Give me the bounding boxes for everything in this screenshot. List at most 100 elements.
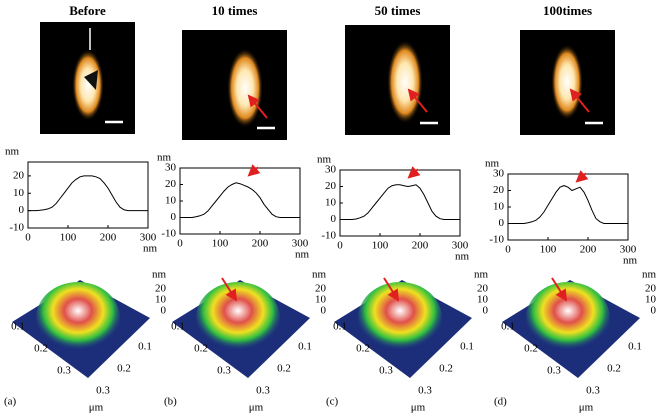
x-axis-label: nm [623,255,638,267]
y-tick-label: 10 [165,195,177,207]
afm-feature [551,44,583,120]
surface-x-tick-label: 0.3 [379,365,393,377]
x-tick-label: 300 [140,232,157,244]
afm-feature [227,48,263,128]
x-tick-label: 100 [60,232,77,244]
y-tick-label: 30 [165,162,177,174]
z-tick-label: 20 [477,283,489,295]
y-tick-label: -10 [9,222,24,234]
surface-y-tick-label: 0.2 [117,363,131,375]
annotation-arrow [221,277,238,302]
x-tick-label: 200 [252,238,269,250]
x-axis-label: nm [295,249,310,261]
plot-frame [507,173,629,241]
tip-marker [84,70,98,90]
x-tick-label: 200 [580,244,597,256]
y-axis-label: nm [5,146,20,158]
x-tick-label: 0 [25,232,31,244]
plot-frame [179,167,301,235]
y-axis-label: nm [485,158,500,170]
z-axis-label: nm [642,269,657,281]
panel-title: 100times [543,3,592,18]
panel-title: 10 times [212,3,258,18]
annotation-arrow [247,164,261,177]
panel-label: (b) [164,396,177,408]
z-tick-label: 10 [315,294,327,306]
surface-unit: μm [249,402,264,414]
z-tick-label: 0 [321,305,327,317]
plot-frame [339,169,461,237]
z-axis-label: nm [152,269,167,281]
y-axis-label: nm [157,152,172,164]
x-tick-label: 300 [620,244,637,256]
annotation-arrow [383,277,400,302]
profile-line [340,184,460,220]
x-tick-label: 0 [505,244,511,256]
profile-line [28,175,148,212]
surface-x-tick-label: 0.1 [11,321,25,333]
y-tick-label: 0 [331,213,337,225]
surface-x-tick-label: 0.3 [217,365,231,377]
surface-y-tick-label: 0.3 [256,385,270,397]
y-tick-label: -10 [489,234,504,246]
x-axis-label: nm [455,251,470,263]
annotation-arrow [551,277,568,302]
plot-frame [27,161,149,229]
surface-feature [36,282,120,354]
surface-y-tick-label: 0.1 [138,341,152,353]
panel-label: (a) [4,396,17,408]
z-tick-label: 0 [651,305,657,317]
y-tick-label: 10 [13,187,25,199]
surface-y-tick-label: 0.3 [418,385,432,397]
x-tick-label: 100 [372,240,389,252]
z-tick-label: 0 [483,305,489,317]
x-tick-label: 100 [212,238,229,250]
surface-y-tick-label: 0.2 [439,363,453,375]
y-tick-label: 10 [325,197,337,209]
annotation-arrow [407,88,428,113]
profile-line [508,185,628,224]
surface-x-tick-label: 0.3 [547,365,561,377]
z-tick-label: 0 [161,305,167,317]
surface-y-tick-label: 0.1 [460,341,474,353]
surface-x-tick-label: 0.1 [501,321,515,333]
surface-y-tick-label: 0.1 [628,341,642,353]
surface-y-tick-label: 0.3 [586,385,600,397]
y-tick-label: 0 [499,217,505,229]
surface-feature [358,282,442,354]
x-tick-label: 200 [412,240,429,252]
surface-y-tick-label: 0.3 [96,385,110,397]
y-tick-label: 30 [325,164,337,176]
surface-x-tick-label: 0.1 [171,321,185,333]
surface-feature [196,282,280,354]
z-tick-label: 20 [645,283,657,295]
panel-label: (c) [326,396,339,408]
z-tick-label: 20 [155,283,167,295]
z-tick-label: 10 [155,294,167,306]
x-tick-label: 300 [292,238,309,250]
surface-unit: μm [579,402,594,414]
surface-x-tick-label: 0.2 [524,343,538,355]
annotation-arrow [569,88,590,113]
y-tick-label: 30 [493,168,505,180]
y-tick-label: -10 [161,228,176,240]
panel-title: Before [69,3,106,18]
annotation-arrow [407,166,421,179]
y-tick-label: 20 [165,178,177,190]
y-tick-label: 0 [19,204,25,216]
surface-x-tick-label: 0.2 [34,343,48,355]
surface-unit: μm [89,402,104,414]
panel-label: (d) [494,396,507,408]
surface-y-tick-label: 0.2 [607,363,621,375]
surface-unit: μm [411,402,426,414]
x-tick-label: 100 [540,244,557,256]
z-tick-label: 20 [315,283,327,295]
y-tick-label: 0 [171,211,177,223]
afm-feature [72,49,104,121]
z-axis-label: nm [312,269,327,281]
y-tick-label: 20 [13,169,25,181]
surface-x-tick-label: 0.2 [194,343,208,355]
surface-y-tick-label: 0.1 [298,341,312,353]
z-axis-label: nm [474,269,489,281]
